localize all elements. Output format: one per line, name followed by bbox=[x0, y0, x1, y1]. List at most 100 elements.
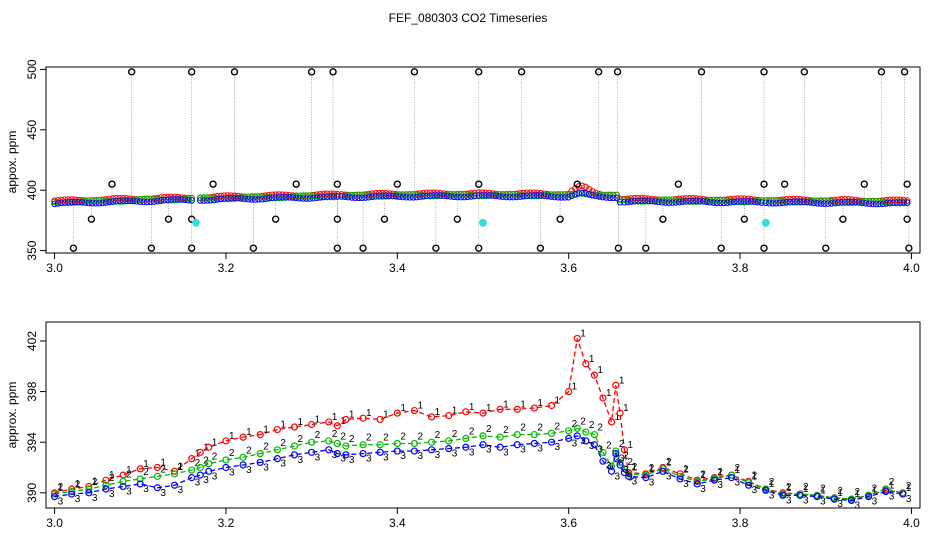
top-point-blue bbox=[119, 197, 127, 204]
series-label-2: 2 bbox=[400, 431, 406, 442]
series-label-3: 3 bbox=[58, 497, 64, 508]
top-point-green bbox=[210, 194, 218, 202]
series-label-1: 1 bbox=[212, 437, 218, 448]
series-label-2: 2 bbox=[143, 467, 149, 478]
series-label-3: 3 bbox=[700, 484, 706, 495]
series-label-1: 1 bbox=[332, 412, 338, 423]
series-point-3 bbox=[882, 487, 890, 496]
series-label-2: 2 bbox=[520, 423, 526, 434]
series-label-1: 1 bbox=[906, 483, 912, 494]
series-point-3 bbox=[625, 472, 633, 480]
y-tick-label: 398 bbox=[25, 381, 39, 401]
series-label-2: 2 bbox=[623, 450, 629, 461]
top-point-blue bbox=[776, 199, 783, 207]
series-label-3: 3 bbox=[786, 495, 792, 506]
series-label-3: 3 bbox=[769, 490, 775, 501]
top-point-blue bbox=[699, 198, 707, 205]
series-label-1: 1 bbox=[366, 408, 372, 419]
top-point-blue bbox=[289, 194, 297, 201]
top-point-blue bbox=[68, 198, 76, 206]
top-point-green bbox=[207, 194, 214, 202]
top-point-blue bbox=[464, 193, 471, 201]
series-point-3 bbox=[50, 493, 59, 501]
series-point-1 bbox=[410, 406, 419, 415]
top-outlier-point bbox=[147, 244, 156, 252]
series-point-2 bbox=[239, 453, 247, 461]
top-point-blue bbox=[672, 199, 680, 206]
top-outlier-point bbox=[307, 68, 316, 76]
series-point-2 bbox=[620, 465, 628, 473]
series-line-1 bbox=[54, 338, 903, 500]
top-cyan-point bbox=[761, 218, 770, 227]
series-label-3: 3 bbox=[109, 489, 115, 500]
series-label-1: 1 bbox=[820, 485, 826, 496]
series-label-3: 3 bbox=[520, 445, 526, 456]
series-point-3 bbox=[599, 457, 607, 465]
top-outlier-point bbox=[760, 68, 768, 76]
series-point-3 bbox=[513, 441, 521, 449]
top-outlier-point bbox=[271, 215, 280, 223]
top-point-blue bbox=[123, 197, 130, 204]
x-tick-label: 3.8 bbox=[732, 261, 749, 275]
top-point-green bbox=[565, 191, 572, 199]
top-point-blue bbox=[834, 199, 842, 207]
top-point-blue bbox=[730, 198, 738, 206]
top-point-blue bbox=[513, 193, 520, 201]
series-label-2: 2 bbox=[837, 486, 843, 497]
series-label-2: 2 bbox=[366, 433, 372, 444]
top-point-blue bbox=[627, 198, 635, 205]
series-label-1: 1 bbox=[143, 459, 149, 470]
series-point-3 bbox=[68, 490, 76, 498]
series-point-2 bbox=[727, 471, 736, 479]
series-point-1 bbox=[565, 387, 573, 396]
series-label-2: 2 bbox=[786, 482, 792, 493]
series-point-2 bbox=[582, 428, 590, 436]
series-label-1: 1 bbox=[803, 484, 809, 495]
series-label-2: 2 bbox=[615, 454, 621, 465]
top-point-green bbox=[310, 192, 317, 200]
series-label-1: 1 bbox=[280, 420, 286, 431]
series-point-3 bbox=[462, 443, 470, 451]
top-point-blue bbox=[75, 198, 82, 206]
series-point-2 bbox=[342, 442, 350, 450]
series-label-1: 1 bbox=[246, 427, 252, 438]
series-label-1: 1 bbox=[452, 406, 458, 417]
series-point-1 bbox=[462, 408, 470, 416]
series-label-2: 2 bbox=[435, 430, 441, 441]
top-point-blue bbox=[316, 194, 324, 201]
top-point-blue bbox=[443, 192, 451, 200]
top-point-blue bbox=[592, 192, 600, 200]
top-point-blue bbox=[900, 199, 907, 206]
series-label-1: 1 bbox=[572, 382, 578, 393]
series-point-3 bbox=[427, 446, 436, 454]
top-point-blue bbox=[540, 192, 548, 200]
top-point-green bbox=[51, 198, 58, 206]
series-point-2 bbox=[599, 448, 607, 456]
series-label-1: 1 bbox=[666, 458, 672, 469]
series-point-3 bbox=[479, 441, 487, 449]
series-label-1: 1 bbox=[520, 399, 526, 410]
top-point-blue bbox=[621, 198, 628, 206]
series-point-3 bbox=[779, 491, 787, 499]
series-label-1: 1 bbox=[297, 417, 303, 428]
series-point-1 bbox=[256, 431, 264, 439]
top-outlier-point bbox=[642, 244, 650, 252]
series-point-1 bbox=[153, 463, 161, 472]
series-label-2: 2 bbox=[417, 431, 423, 442]
series-point-3 bbox=[745, 481, 753, 489]
top-point-blue bbox=[341, 193, 349, 201]
series-label-2: 2 bbox=[75, 480, 81, 491]
series-label-2: 2 bbox=[332, 429, 338, 440]
series-label-2: 2 bbox=[803, 482, 809, 493]
series-label-1: 1 bbox=[160, 458, 166, 469]
series-point-3 bbox=[393, 447, 401, 455]
series-point-1 bbox=[273, 425, 281, 434]
top-outlier-point bbox=[164, 215, 173, 223]
series-point-2 bbox=[427, 438, 436, 446]
top-point-blue bbox=[648, 197, 656, 205]
series-point-2 bbox=[590, 431, 598, 439]
series-label-3: 3 bbox=[683, 479, 689, 490]
top-point-blue bbox=[382, 192, 390, 199]
top-point-blue bbox=[800, 198, 807, 206]
top-point-blue bbox=[855, 199, 863, 206]
